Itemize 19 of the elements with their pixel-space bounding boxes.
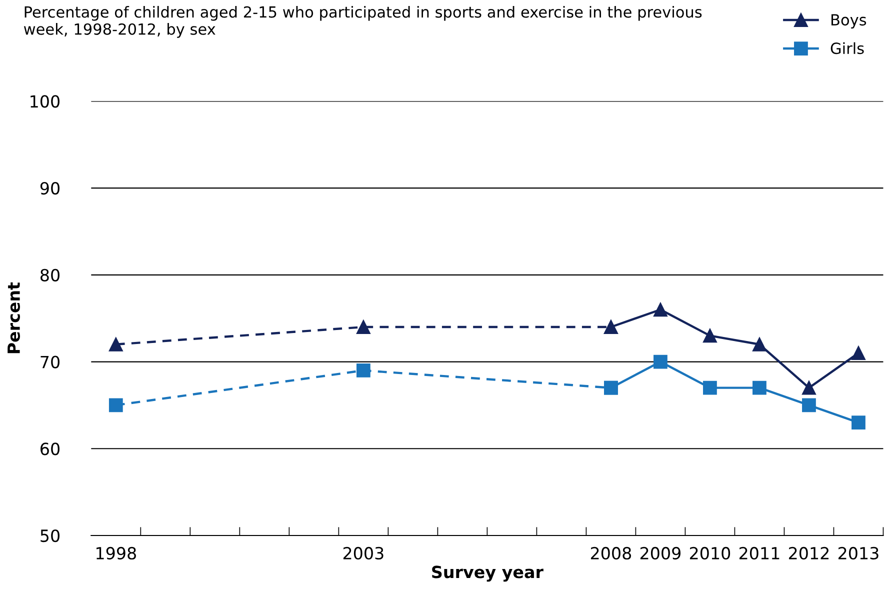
chart-title: Percentage of children aged 2-15 who participated in sports and exercise in the previous week, 1998-2012, by sex bbox=[24, 6, 702, 38]
x-tick-label: 2008 bbox=[590, 546, 632, 560]
y-tick-label: 60 bbox=[40, 442, 60, 456]
x-tick-label: 2012 bbox=[788, 546, 829, 560]
y-tick-label: 100 bbox=[30, 95, 60, 108]
legend-label: Boys bbox=[831, 14, 866, 29]
x-tick-label: 2009 bbox=[640, 546, 680, 560]
x-tick-label: 2013 bbox=[838, 546, 878, 560]
y-tick-label: 80 bbox=[40, 268, 60, 282]
x-tick-label: 2011 bbox=[739, 546, 780, 560]
x-tick-label: 1998 bbox=[96, 546, 136, 560]
x-tick-label: 2003 bbox=[343, 546, 384, 560]
legend-label: Girls bbox=[830, 42, 864, 54]
y-tick-label: 90 bbox=[40, 182, 60, 195]
y-tick-label: 50 bbox=[40, 529, 60, 542]
x-axis-title: Survey year bbox=[432, 566, 544, 582]
x-tick-label: 2010 bbox=[690, 546, 730, 560]
y-tick-label: 70 bbox=[40, 356, 60, 368]
y-axis-title: Percent bbox=[8, 282, 20, 354]
